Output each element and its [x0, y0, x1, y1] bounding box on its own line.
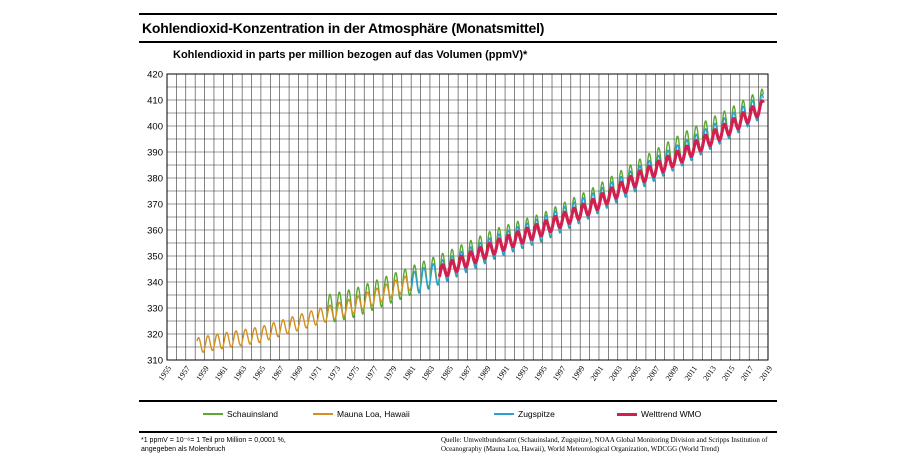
x-tick-label: 1969	[288, 364, 305, 382]
grid-lines	[166, 73, 769, 361]
legend-label-zugspitze: Zugspitze	[518, 409, 555, 419]
y-tick-label: 390	[147, 148, 163, 159]
legend-label-mauna-loa: Mauna Loa, Hawaii	[337, 409, 410, 419]
y-tick-label: 310	[147, 356, 163, 367]
legend-swatch-schauinsland	[203, 413, 223, 415]
x-tick-label: 2001	[589, 364, 606, 382]
x-tick-label: 1977	[363, 364, 380, 382]
x-tick-label: 2013	[701, 364, 718, 382]
legend-label-schauinsland: Schauinsland	[227, 409, 279, 419]
footnote-line-1: *1 ppmV = 10⁻⁶= 1 Teil pro Million = 0,0…	[141, 437, 286, 444]
x-tick-label: 1981	[401, 364, 418, 382]
x-tick-label: 1975	[344, 364, 361, 382]
series-line-3	[437, 99, 765, 278]
chart-title: Kohlendioxid-Konzentration in der Atmosp…	[142, 20, 545, 36]
x-tick-label: 1979	[382, 364, 399, 382]
series-line-1	[196, 275, 412, 353]
source-line-2: Oceanography (Mauna Loa, Hawaii), World …	[441, 445, 720, 453]
x-tick-label: 1963	[232, 364, 249, 382]
x-tick-label: 1955	[157, 364, 174, 382]
x-tick-label: 1993	[514, 364, 531, 382]
y-tick-label: 420	[147, 70, 163, 81]
legend-item-zugspitze: Zugspitze	[494, 408, 555, 420]
y-axis-ticks: 310 320 330 340 350 360 370 380 390 400 410 420	[147, 70, 163, 367]
legend-item-wmo: Welttrend WMO	[617, 408, 701, 420]
x-tick-label: 1989	[476, 364, 493, 382]
x-tick-label: 1965	[251, 364, 268, 382]
y-tick-label: 410	[147, 96, 163, 107]
x-tick-label: 2017	[739, 364, 756, 382]
legend-label-wmo: Welttrend WMO	[641, 409, 702, 419]
title-rule	[139, 41, 777, 43]
y-tick-label: 330	[147, 304, 163, 315]
x-tick-label: 2007	[645, 364, 662, 382]
x-tick-label: 1961	[213, 364, 230, 382]
x-tick-label: 1971	[307, 364, 324, 382]
x-axis-ticks: 1955 1957 1959 1961 1963 1965 1967 1969 1971 1973…	[157, 364, 775, 382]
x-tick-label: 2005	[626, 364, 643, 382]
legend-swatch-wmo	[617, 412, 637, 416]
x-tick-label: 2011	[683, 364, 699, 382]
legend-swatch-zugspitze	[494, 413, 514, 415]
x-tick-label: 2009	[664, 364, 681, 382]
legend-item-schauinsland: Schauinsland	[203, 408, 278, 420]
legend-item-mauna-loa: Mauna Loa, Hawaii	[313, 408, 410, 420]
x-tick-label: 2015	[720, 364, 737, 382]
footnote: *1 ppmV = 10⁻⁶= 1 Teil pro Million = 0,0…	[141, 436, 286, 454]
y-tick-label: 360	[147, 226, 163, 237]
x-tick-label: 1957	[175, 364, 192, 382]
x-tick-label: 1991	[495, 364, 512, 382]
y-tick-label: 350	[147, 252, 163, 263]
x-tick-label: 1995	[532, 364, 549, 382]
x-tick-label: 1973	[326, 364, 343, 382]
footer-rule	[139, 431, 777, 433]
x-tick-label: 1985	[438, 364, 455, 382]
x-tick-label: 2019	[758, 364, 775, 382]
x-tick-label: 1987	[457, 364, 474, 382]
x-tick-label: 1983	[420, 364, 437, 382]
top-rule	[139, 13, 777, 15]
y-tick-label: 320	[147, 330, 163, 341]
y-axis-label: Kohlendioxid in parts per million bezoge…	[173, 49, 528, 61]
y-tick-label: 400	[147, 122, 163, 133]
x-tick-label: 1999	[570, 364, 587, 382]
x-tick-label: 1997	[551, 364, 568, 382]
y-tick-label: 380	[147, 174, 163, 185]
plot-frame	[166, 73, 769, 361]
legend-swatch-mauna-loa	[313, 413, 333, 415]
source-line-1: Quelle: Umweltbundesamt (Schauinsland, Z…	[441, 436, 768, 444]
series-line-2	[410, 93, 764, 294]
series-lines	[196, 88, 765, 353]
y-tick-label: 340	[147, 278, 163, 289]
footnote-line-2: angegeben als Molenbruch	[141, 446, 226, 453]
x-tick-label: 1959	[194, 364, 211, 382]
x-tick-label: 1967	[269, 364, 286, 382]
legend-top-rule	[139, 400, 777, 402]
source-note: Quelle: Umweltbundesamt (Schauinsland, Z…	[441, 436, 781, 454]
y-tick-label: 370	[147, 200, 163, 211]
x-tick-label: 2003	[607, 364, 624, 382]
